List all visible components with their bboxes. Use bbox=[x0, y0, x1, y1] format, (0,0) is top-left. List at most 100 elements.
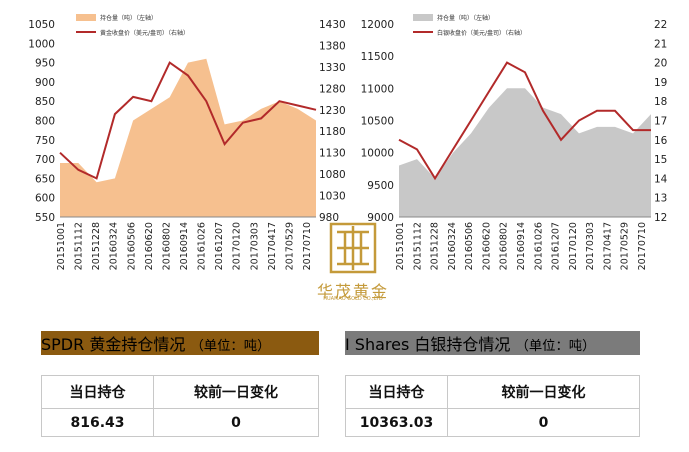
legend-line-label: 白银收盘价（美元/盎司）（右轴） bbox=[437, 29, 526, 37]
x-axis-tick: 20170529 bbox=[284, 222, 295, 270]
right-axis-tick: 19 bbox=[654, 77, 667, 89]
left-axis-tick: 750 bbox=[35, 135, 55, 147]
right-axis-tick: 1030 bbox=[319, 191, 346, 203]
left-axis-tick: 1000 bbox=[28, 38, 55, 50]
legend-area-label: 持仓量（吨）（左轴） bbox=[100, 14, 157, 22]
legend-area-swatch bbox=[413, 14, 433, 21]
x-axis-tick: 20161207 bbox=[214, 222, 225, 270]
silver-col-header-change: 较前一日变化 bbox=[447, 375, 640, 409]
x-axis-tick: 20170710 bbox=[302, 222, 313, 270]
legend-area-label: 持仓量（吨）（左轴） bbox=[437, 14, 494, 22]
left-axis-tick: 11500 bbox=[361, 51, 394, 63]
silver-value-holding: 10363.03 bbox=[345, 408, 448, 437]
silver-table-title: I Shares 白银持仓情况 bbox=[345, 335, 511, 354]
left-axis-tick: 600 bbox=[35, 193, 55, 205]
gold-holdings-chart: 1050 1000 950 900 850 800 750 700 650 600 550 1430 1… bbox=[28, 14, 346, 270]
right-axis-tick: 1430 bbox=[319, 19, 346, 31]
silver-col-header-holding: 当日持仓 bbox=[345, 375, 448, 409]
left-axis-tick: 1050 bbox=[28, 19, 55, 31]
gold-holdings-table: SPDR 黄金持仓情况 （单位：吨） 当日持仓 较前一日变化 816.43 0 bbox=[41, 331, 319, 437]
x-axis-tick: 20161207 bbox=[551, 222, 562, 270]
left-axis-tick: 12000 bbox=[361, 19, 394, 31]
x-axis-tick: 20160914 bbox=[179, 222, 190, 270]
silver-holdings-chart: 1200011500110001050010000950090002221201… bbox=[361, 14, 668, 270]
x-axis-tick: 20160324 bbox=[109, 222, 120, 270]
x-axis-tick: 20151001 bbox=[395, 222, 406, 270]
x-axis-tick: 20160506 bbox=[126, 222, 137, 270]
left-axis-tick: 9000 bbox=[367, 212, 394, 224]
x-axis-tick: 20160620 bbox=[481, 222, 492, 270]
right-axis-tick: 21 bbox=[654, 38, 667, 50]
silver-table-header: I Shares 白银持仓情况 （单位：吨） bbox=[345, 331, 640, 355]
left-axis-tick: 11000 bbox=[361, 83, 394, 95]
left-axis-tick: 850 bbox=[35, 96, 55, 108]
left-axis-tick: 700 bbox=[35, 154, 55, 166]
x-axis-tick: 20160324 bbox=[447, 222, 458, 270]
right-axis-tick: 22 bbox=[654, 19, 667, 31]
gold-col-header-change: 较前一日变化 bbox=[153, 375, 319, 409]
right-axis-tick: 17 bbox=[654, 116, 667, 128]
x-axis-tick: 20160802 bbox=[161, 222, 172, 270]
silver-holdings-table: I Shares 白银持仓情况 （单位：吨） 当日持仓 较前一日变化 10363… bbox=[345, 331, 640, 437]
x-axis-tick: 20160802 bbox=[499, 222, 510, 270]
right-axis-tick: 16 bbox=[654, 135, 668, 147]
x-axis-tick: 20160620 bbox=[144, 222, 155, 270]
x-axis-tick: 20170120 bbox=[568, 222, 579, 270]
holdings-area bbox=[60, 58, 316, 218]
left-axis-tick: 9500 bbox=[367, 180, 394, 192]
price-line bbox=[398, 61, 651, 181]
legend-area-swatch bbox=[76, 14, 96, 21]
x-axis-tick: 20151112 bbox=[74, 222, 85, 270]
right-axis-tick: 1080 bbox=[319, 169, 346, 181]
x-axis-tick: 20170417 bbox=[602, 222, 613, 270]
right-axis-tick: 1130 bbox=[319, 148, 346, 160]
logo-company-sub: HUAMAO GOLD CO.,LTD bbox=[323, 296, 383, 302]
right-axis-tick: 20 bbox=[654, 58, 667, 70]
x-axis-tick: 20170529 bbox=[620, 222, 631, 270]
right-axis-tick: 1230 bbox=[319, 105, 346, 117]
company-logo: 华茂黄金 HUAMAO GOLD CO.,LTD bbox=[306, 222, 400, 304]
left-axis-tick: 10500 bbox=[361, 116, 394, 128]
charts-area: 1050 1000 950 900 850 800 750 700 650 600 550 1430 1… bbox=[28, 14, 668, 270]
right-axis-tick: 1380 bbox=[319, 40, 346, 52]
gold-col-header-holding: 当日持仓 bbox=[41, 375, 154, 409]
gold-value-change: 0 bbox=[153, 408, 319, 437]
x-axis-tick: 20170303 bbox=[585, 222, 596, 270]
right-axis-tick: 13 bbox=[654, 193, 667, 205]
x-axis-tick: 20170303 bbox=[249, 222, 260, 270]
gold-table-unit: （单位：吨） bbox=[190, 339, 271, 354]
x-axis-tick: 20161026 bbox=[197, 222, 208, 270]
left-axis-tick: 10000 bbox=[361, 148, 394, 160]
right-axis-tick: 1180 bbox=[319, 126, 346, 138]
x-axis-tick: 20151228 bbox=[430, 222, 441, 270]
left-axis-tick: 800 bbox=[35, 116, 55, 128]
right-axis-tick: 14 bbox=[654, 173, 668, 185]
gold-table-header: SPDR 黄金持仓情况 （单位：吨） bbox=[41, 331, 319, 355]
left-axis-tick: 950 bbox=[35, 58, 55, 70]
silver-value-change: 0 bbox=[447, 408, 640, 437]
x-axis-tick: 20151112 bbox=[412, 222, 423, 270]
x-axis-tick: 20151001 bbox=[56, 222, 67, 270]
right-axis-tick: 1330 bbox=[319, 62, 346, 74]
right-axis-tick: 15 bbox=[654, 154, 667, 166]
right-axis-tick: 980 bbox=[319, 212, 339, 224]
logo-mark-icon bbox=[329, 222, 377, 274]
logo-company-name: 华茂黄金 bbox=[316, 282, 389, 301]
x-axis-tick: 20170417 bbox=[267, 222, 278, 270]
x-axis-tick: 20160914 bbox=[516, 222, 527, 270]
silver-table-unit: （单位：吨） bbox=[515, 339, 596, 354]
right-axis-tick: 1280 bbox=[319, 83, 346, 95]
x-axis-tick: 20170120 bbox=[232, 222, 243, 270]
right-axis-tick: 18 bbox=[654, 96, 667, 108]
x-axis-tick: 20170710 bbox=[637, 222, 648, 270]
x-axis-tick: 20151228 bbox=[91, 222, 102, 270]
x-axis-tick: 20160506 bbox=[464, 222, 475, 270]
legend-line-label: 黄金收盘价（美元/盎司）（右轴） bbox=[100, 29, 189, 37]
left-axis-tick: 650 bbox=[35, 173, 55, 185]
left-axis-tick: 900 bbox=[35, 77, 55, 89]
gold-value-holding: 816.43 bbox=[41, 408, 154, 437]
right-axis-tick: 12 bbox=[654, 212, 667, 224]
price-line bbox=[59, 61, 317, 180]
gold-table-title: SPDR 黄金持仓情况 bbox=[41, 335, 186, 354]
holdings-area bbox=[399, 88, 651, 217]
